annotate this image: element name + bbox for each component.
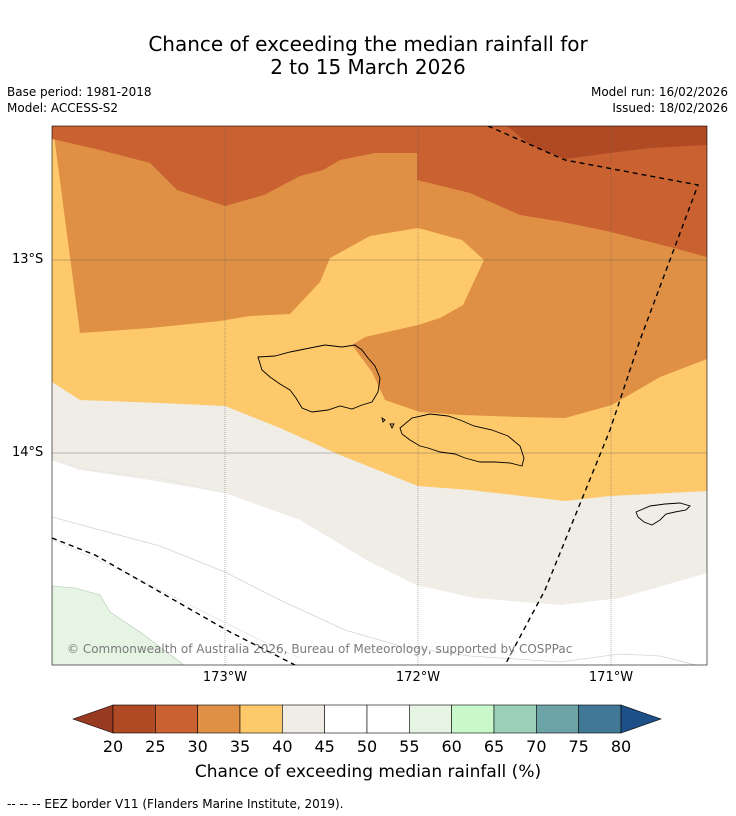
contour-line-1 xyxy=(52,516,697,665)
colorbar-bin xyxy=(493,704,537,734)
islet-small-2 xyxy=(389,423,395,430)
colorbar-bin xyxy=(324,704,368,734)
contour-line-3 xyxy=(52,459,226,494)
colorbar-bin xyxy=(197,704,241,734)
colorbar-bin xyxy=(536,704,579,734)
colorbar-tick-label: 50 xyxy=(356,737,378,756)
base-period-text: Base period: 1981-2018 xyxy=(7,85,152,99)
colorbar-title: Chance of exceeding median rainfall (%) xyxy=(194,762,542,782)
graticule xyxy=(52,126,707,665)
meta-right: Model run: 16/02/2026 Issued: 18/02/2026 xyxy=(591,84,728,116)
lon-label-172w: 172°W xyxy=(395,670,441,685)
island-savaii xyxy=(257,344,381,413)
contour-line-2 xyxy=(52,539,301,659)
colorbar-over-triangle xyxy=(620,704,662,734)
model-name-text: Model: ACCESS-S2 xyxy=(7,101,119,115)
meta-left: Base period: 1981-2018 Model: ACCESS-S2 xyxy=(7,84,152,116)
colorbar-under-triangle xyxy=(72,704,114,734)
colorbar-tick-label: 25 xyxy=(145,737,166,756)
lon-label-171w: 171°W xyxy=(588,670,634,685)
colorbar-tick-label: 20 xyxy=(102,737,124,756)
map-title-line1: Chance of exceeding the median rainfall … xyxy=(148,32,588,56)
map-border xyxy=(51,125,708,666)
lat-label-13s: 13°S xyxy=(12,252,44,267)
model-run-text: Model run: 16/02/2026 xyxy=(590,85,728,99)
colorbar-bin xyxy=(409,704,452,734)
colorbar-tick-label: 35 xyxy=(229,737,251,756)
colorbar-tick-label: 65 xyxy=(483,737,505,756)
eez-legend-footnote: -- -- -- EEZ border V11 (Flanders Marine… xyxy=(7,797,344,811)
colorbar-tick-label: 80 xyxy=(610,737,632,756)
colorbar-tick-label: 55 xyxy=(399,737,420,756)
eez-border xyxy=(52,126,699,665)
colorbar xyxy=(72,704,662,734)
copyright-notice: © Commonwealth of Australia 2026, Bureau… xyxy=(67,642,573,656)
lat-label-14s: 14°S xyxy=(12,445,44,460)
colorbar-tick-label: 75 xyxy=(568,737,589,756)
colorbar-tick-label: 70 xyxy=(526,737,547,756)
island-upolu xyxy=(399,413,525,467)
colorbar-bin xyxy=(366,704,410,734)
colorbar-bin xyxy=(282,704,325,734)
colorbar-bin xyxy=(112,704,156,734)
island-tutuila xyxy=(635,502,691,526)
band-25-30-dark-orange xyxy=(52,126,707,257)
coastlines xyxy=(257,344,691,526)
band-20-25-brown xyxy=(507,126,707,159)
colorbar-tick-label: 45 xyxy=(314,737,335,756)
colorbar-bin xyxy=(451,704,495,734)
colorbar-bin xyxy=(578,704,622,734)
eez-border-east xyxy=(487,126,699,665)
map-frame xyxy=(52,126,707,665)
eez-border-southwest xyxy=(52,537,296,665)
lon-label-173w: 173°W xyxy=(202,670,248,685)
colorbar-tick-label: 30 xyxy=(187,737,208,756)
colorbar-tick-label: 40 xyxy=(272,737,293,756)
colorbar-bin xyxy=(155,704,198,734)
band-60-65-light-green xyxy=(52,585,185,665)
islet-small-1 xyxy=(381,416,386,423)
issued-date-text: Issued: 18/02/2026 xyxy=(612,101,728,115)
colorbar-tick-label: 60 xyxy=(441,737,462,756)
colorbar-bin xyxy=(239,704,283,734)
map-title-line2: 2 to 15 March 2026 xyxy=(270,55,466,79)
